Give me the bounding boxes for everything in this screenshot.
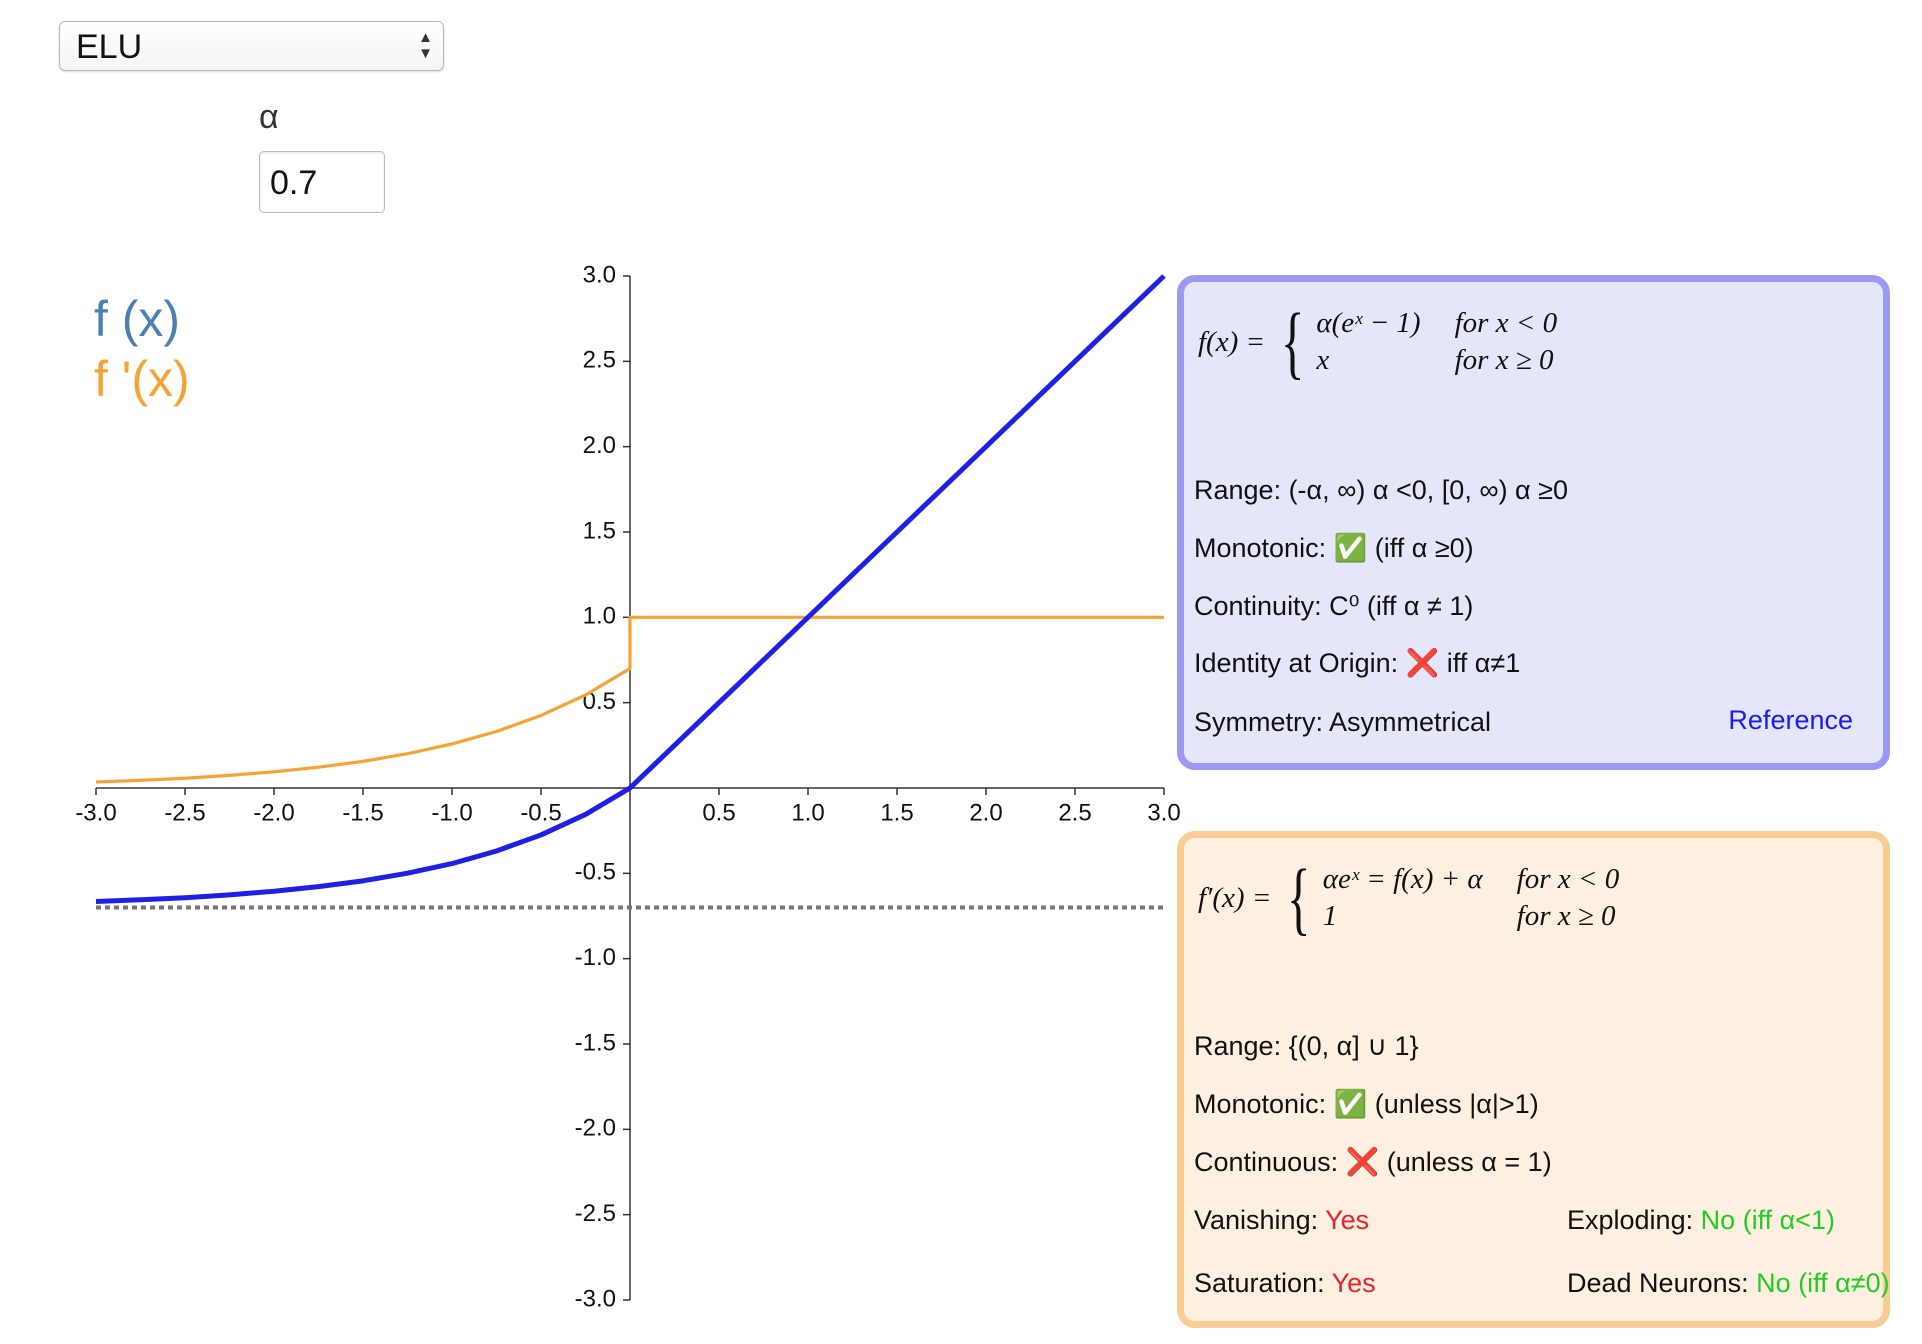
- value: No (iff α<1): [1700, 1205, 1836, 1235]
- value: Yes: [1331, 1268, 1376, 1298]
- continuity: Continuity: C⁰ (iff α ≠ 1): [1194, 591, 1474, 621]
- activation-value: ELU: [76, 28, 143, 66]
- note: (unless α = 1): [1386, 1147, 1552, 1177]
- legend-df: f '(x): [94, 351, 190, 407]
- exploding: Exploding: No (iff α<1): [1567, 1203, 1835, 1237]
- case-cond: for x ≥ 0: [1516, 900, 1616, 932]
- y-tick-label: 2.5: [583, 347, 616, 374]
- activation-select[interactable]: ELU ▲ ▼: [59, 21, 444, 71]
- formula-lhs: f(x) =: [1198, 325, 1266, 358]
- x-tick-label: -3.0: [75, 799, 116, 826]
- param-input[interactable]: 0.7: [259, 151, 385, 213]
- note: (iff α ≥0): [1374, 533, 1474, 563]
- case-expr: x: [1316, 344, 1330, 376]
- note: (unless |α|>1): [1374, 1089, 1539, 1119]
- derivative-panel: f′(x) = { αeˣ = f(x) + α for x < 0 1 for…: [1177, 831, 1890, 1328]
- y-tick-label: -2.5: [575, 1200, 616, 1227]
- y-tick-label: 2.0: [583, 432, 616, 459]
- formula-cases: αeˣ = f(x) + α for x < 0 1 for x ≥ 0: [1323, 863, 1619, 933]
- case-cond: for x ≥ 0: [1454, 344, 1554, 376]
- x-tick-label: -0.5: [520, 799, 561, 826]
- function-panel: f(x) = { α(eˣ − 1) for x < 0 x for x ≥ 0…: [1177, 275, 1890, 770]
- y-tick-label: -3.0: [575, 1285, 616, 1312]
- y-tick-label: 1.0: [583, 603, 616, 630]
- x-tick-label: 1.0: [791, 799, 824, 826]
- monotonic: Monotonic: ✅ (unless |α|>1): [1194, 1087, 1539, 1121]
- icon: ✅: [1333, 533, 1368, 563]
- dead-neurons: Dead Neurons: No (iff α≠0): [1567, 1266, 1890, 1300]
- label: Saturation:: [1194, 1268, 1325, 1298]
- monotonic: Monotonic: ✅ (iff α ≥0): [1194, 531, 1474, 565]
- label: Vanishing:: [1194, 1205, 1319, 1235]
- param-label: α: [259, 98, 279, 136]
- x-tick-label: 3.0: [1147, 799, 1180, 826]
- case-expr: 1: [1322, 900, 1338, 932]
- continuous: Continuous: ❌ (unless α = 1): [1194, 1145, 1552, 1179]
- legend-f: f (x): [94, 291, 181, 347]
- label: Continuous:: [1194, 1147, 1339, 1177]
- icon: ✅: [1333, 1089, 1368, 1119]
- icon: ❌: [1405, 648, 1440, 678]
- series-line: [95, 615, 1164, 784]
- x-tick-label: -2.0: [253, 799, 294, 826]
- vanishing: Vanishing: Yes: [1194, 1203, 1369, 1237]
- x-tick-label: 0.5: [702, 799, 735, 826]
- case-expr: αeˣ = f(x) + α: [1322, 863, 1483, 895]
- derivative-formula: f′(x) = { αeˣ = f(x) + α for x < 0 1 for…: [1198, 852, 1619, 943]
- brace: {: [1280, 296, 1305, 387]
- case-cond: for x < 0: [1454, 307, 1558, 339]
- label: Monotonic:: [1194, 1089, 1327, 1119]
- y-tick-label: -2.0: [575, 1115, 616, 1142]
- brace: {: [1287, 852, 1311, 943]
- reference-link[interactable]: Reference: [1728, 705, 1853, 735]
- y-tick-label: 3.0: [583, 261, 616, 288]
- y-tick-label: -0.5: [575, 859, 616, 886]
- y-tick-label: 1.5: [583, 517, 616, 544]
- saturation: Saturation: Yes: [1194, 1266, 1376, 1300]
- x-tick-label: 1.5: [880, 799, 913, 826]
- x-tick-label: -1.5: [342, 799, 383, 826]
- y-tick-label: -1.0: [575, 944, 616, 971]
- range: Range: (-α, ∞) α <0, [0, ∞) α ≥0: [1194, 475, 1569, 505]
- value: No (iff α≠0): [1756, 1268, 1890, 1298]
- symmetry: Symmetry: Asymmetrical: [1194, 707, 1492, 737]
- value: Yes: [1325, 1205, 1370, 1235]
- label: Exploding:: [1567, 1205, 1694, 1235]
- series-line: [95, 274, 1166, 904]
- label: Dead Neurons:: [1567, 1268, 1749, 1298]
- formula-cases: α(eˣ − 1) for x < 0 x for x ≥ 0: [1316, 307, 1557, 377]
- x-tick-label: 2.0: [969, 799, 1002, 826]
- select-arrows: ▲ ▼: [418, 29, 433, 62]
- function-formula: f(x) = { α(eˣ − 1) for x < 0 x for x ≥ 0: [1198, 296, 1557, 387]
- x-tick-label: -2.5: [164, 799, 205, 826]
- x-tick-label: -1.0: [431, 799, 472, 826]
- range: Range: {(0, α] ∪ 1}: [1194, 1031, 1419, 1061]
- case-expr: α(eˣ − 1): [1316, 307, 1421, 339]
- y-tick-label: -1.5: [575, 1029, 616, 1056]
- label: Identity at Origin:: [1194, 648, 1399, 678]
- param-value: 0.7: [270, 164, 318, 202]
- identity: Identity at Origin: ❌ iff α≠1: [1194, 646, 1520, 680]
- case-cond: for x < 0: [1516, 863, 1620, 895]
- label: Monotonic:: [1194, 533, 1327, 563]
- x-tick-label: 2.5: [1058, 799, 1091, 826]
- note: iff α≠1: [1446, 648, 1521, 678]
- icon: ❌: [1345, 1147, 1380, 1177]
- formula-lhs: f′(x) =: [1198, 881, 1272, 914]
